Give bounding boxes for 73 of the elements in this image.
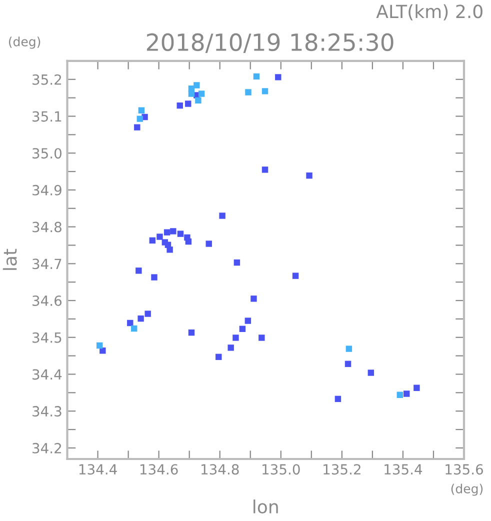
x-tick-label: 135.4 <box>384 464 422 475</box>
point <box>166 246 173 253</box>
point <box>232 334 239 341</box>
point <box>346 346 352 352</box>
y-tick-label: 34.6 <box>32 295 62 306</box>
point <box>216 354 222 360</box>
point <box>164 229 170 236</box>
y-tick-label: 34.2 <box>32 442 62 454</box>
x-axis-title: lon <box>254 500 278 514</box>
y-tick-label: 34.5 <box>32 332 62 343</box>
point <box>306 172 312 179</box>
point <box>253 73 260 80</box>
point <box>136 268 142 274</box>
point <box>136 116 144 122</box>
point <box>138 315 144 322</box>
point <box>262 88 268 94</box>
point <box>134 124 140 130</box>
point <box>250 296 257 302</box>
y-tick-label: 34.3 <box>32 406 62 417</box>
point <box>127 320 134 326</box>
point <box>194 82 200 88</box>
x-tick-label: 134.6 <box>140 464 178 475</box>
point <box>344 360 352 368</box>
point <box>130 325 138 332</box>
point <box>177 230 184 237</box>
point <box>396 392 404 398</box>
point <box>239 326 246 332</box>
text: (deg) <box>8 36 40 49</box>
y-axis-title: lat <box>2 248 17 270</box>
x-tick-label: 135.2 <box>324 464 360 475</box>
point <box>138 107 145 114</box>
point <box>100 348 106 354</box>
point <box>149 237 156 244</box>
point <box>414 384 420 391</box>
point <box>176 102 183 109</box>
x-tick-label: 135.0 <box>262 464 300 475</box>
point <box>275 74 282 80</box>
point <box>188 329 195 336</box>
point <box>188 90 195 97</box>
point <box>185 238 192 245</box>
point <box>228 344 234 351</box>
point <box>234 259 240 266</box>
point <box>368 370 374 376</box>
chart-title: 2018/10/19 18:25:30 <box>146 33 394 53</box>
point <box>198 90 205 97</box>
point <box>170 228 176 234</box>
y-tick-label: 35.1 <box>32 111 62 122</box>
y-tick-label: 34.7 <box>32 258 62 270</box>
x-tick-label: 135.6 <box>446 464 483 475</box>
y-tick-label: 34.8 <box>32 222 62 232</box>
y-tick-label: 34.4 <box>32 369 62 380</box>
point <box>96 342 103 349</box>
point <box>244 318 252 324</box>
x-tick-label: 134.4 <box>79 464 117 475</box>
y-tick-label: 35.2 <box>32 74 62 85</box>
point <box>206 240 212 247</box>
point <box>219 212 226 219</box>
y-tick-label: 35.0 <box>32 148 62 159</box>
point <box>245 89 252 96</box>
chart-subtitle: ALT(km) 2.0 <box>376 4 482 20</box>
point <box>144 310 151 317</box>
text: (deg) <box>451 484 483 496</box>
point <box>185 100 192 107</box>
point <box>292 272 299 279</box>
x-tick-label: 134.8 <box>202 464 239 475</box>
point <box>404 390 410 397</box>
point <box>151 274 158 280</box>
point <box>334 396 342 402</box>
point <box>195 97 202 104</box>
point <box>156 234 163 240</box>
y-tick-label: 34.9 <box>32 184 62 196</box>
point <box>258 334 265 341</box>
point <box>262 166 268 173</box>
